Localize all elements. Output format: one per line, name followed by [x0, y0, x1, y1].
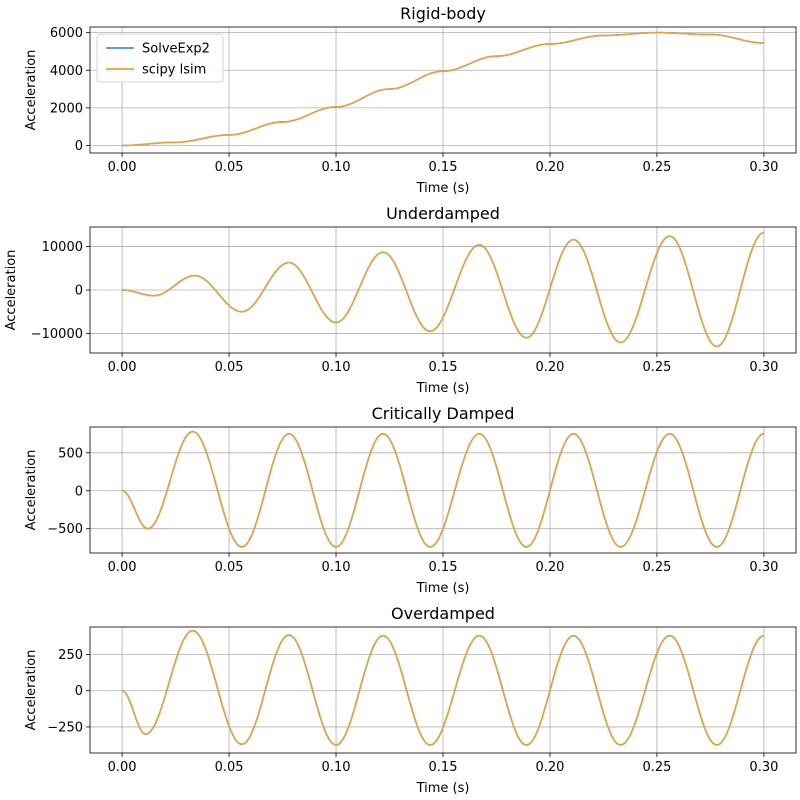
x-tick-label: 0.10 [322, 560, 351, 575]
x-tick-label: 0.10 [322, 160, 351, 175]
x-axis-label: Time (s) [416, 181, 470, 196]
legend-label: scipy lsim [142, 63, 206, 78]
legend-box [96, 33, 224, 83]
x-tick-label: 0.00 [108, 760, 137, 775]
subplot-title: Overdamped [391, 604, 495, 623]
y-tick-label: 0 [75, 139, 83, 154]
x-axis-label: Time (s) [416, 381, 470, 396]
x-tick-label: 0.20 [535, 760, 564, 775]
subplot-title: Underdamped [386, 204, 500, 223]
y-axis-label: Acceleration [24, 450, 39, 531]
x-tick-label: 0.10 [322, 360, 351, 375]
y-axis-label: Acceleration [24, 650, 39, 731]
series-line-scipy-lsim [121, 430, 765, 548]
y-tick-label: 250 [58, 648, 83, 663]
y-tick-label: 500 [58, 446, 83, 461]
x-axis-label: Time (s) [416, 781, 470, 796]
y-tick-label: 10000 [42, 240, 83, 255]
legend-label: SolveExp2 [142, 42, 210, 57]
y-tick-label: −250 [47, 720, 83, 735]
x-tick-label: 0.15 [429, 360, 458, 375]
subplot-2: 0.00 0.05 0.10 0.15 0.20 0.25 0.30 −500 0 500 Crit… [24, 404, 797, 596]
series-line-scipy-lsim [122, 31, 764, 147]
x-tick-label: 0.30 [749, 360, 778, 375]
subplot-3: 0.00 0.05 0.10 0.15 0.20 0.25 0.30 −250 0 250 Over… [24, 604, 797, 796]
x-tick-label: 0.30 [749, 160, 778, 175]
subplot-1: 0.00 0.05 0.10 0.15 0.20 0.25 0.30 −10000 0 10000… [4, 204, 797, 396]
y-tick-label: 6000 [50, 26, 83, 41]
x-tick-label: 0.20 [535, 360, 564, 375]
y-axis-label: Acceleration [4, 250, 19, 331]
subplot-0: 0.00 0.05 0.10 0.15 0.20 0.25 0.30 0 2000 4000 600… [24, 4, 797, 196]
x-tick-label: 0.30 [749, 560, 778, 575]
x-tick-label: 0.15 [429, 760, 458, 775]
x-tick-label: 0.25 [642, 760, 671, 775]
x-tick-label: 0.30 [749, 760, 778, 775]
series-line-scipy-lsim [121, 629, 765, 746]
subplot-title: Rigid-body [400, 4, 486, 23]
x-tick-label: 0.10 [322, 760, 351, 775]
y-tick-label: −10000 [31, 327, 83, 342]
y-axis-label: Acceleration [24, 50, 39, 131]
y-tick-label: 0 [75, 284, 83, 299]
y-tick-label: 0 [75, 484, 83, 499]
x-tick-label: 0.25 [642, 360, 671, 375]
x-axis-label: Time (s) [416, 581, 470, 596]
x-tick-label: 0.05 [215, 560, 244, 575]
y-tick-label: 4000 [50, 64, 83, 79]
y-tick-label: 2000 [50, 101, 83, 116]
x-tick-label: 0.00 [108, 360, 137, 375]
x-tick-label: 0.15 [429, 160, 458, 175]
series-line-scipy-lsim [122, 231, 765, 348]
subplot-title: Critically Damped [372, 404, 515, 423]
x-tick-label: 0.05 [215, 760, 244, 775]
x-tick-label: 0.00 [108, 560, 137, 575]
x-tick-label: 0.05 [215, 360, 244, 375]
x-tick-label: 0.00 [108, 160, 137, 175]
x-tick-label: 0.20 [535, 160, 564, 175]
y-tick-label: −500 [47, 522, 83, 537]
y-tick-label: 0 [75, 684, 83, 699]
x-tick-label: 0.20 [535, 560, 564, 575]
x-tick-label: 0.25 [642, 160, 671, 175]
legend: SolveExp2 scipy lsim [96, 33, 224, 83]
x-tick-label: 0.15 [429, 560, 458, 575]
x-tick-label: 0.05 [215, 160, 244, 175]
x-tick-label: 0.25 [642, 560, 671, 575]
